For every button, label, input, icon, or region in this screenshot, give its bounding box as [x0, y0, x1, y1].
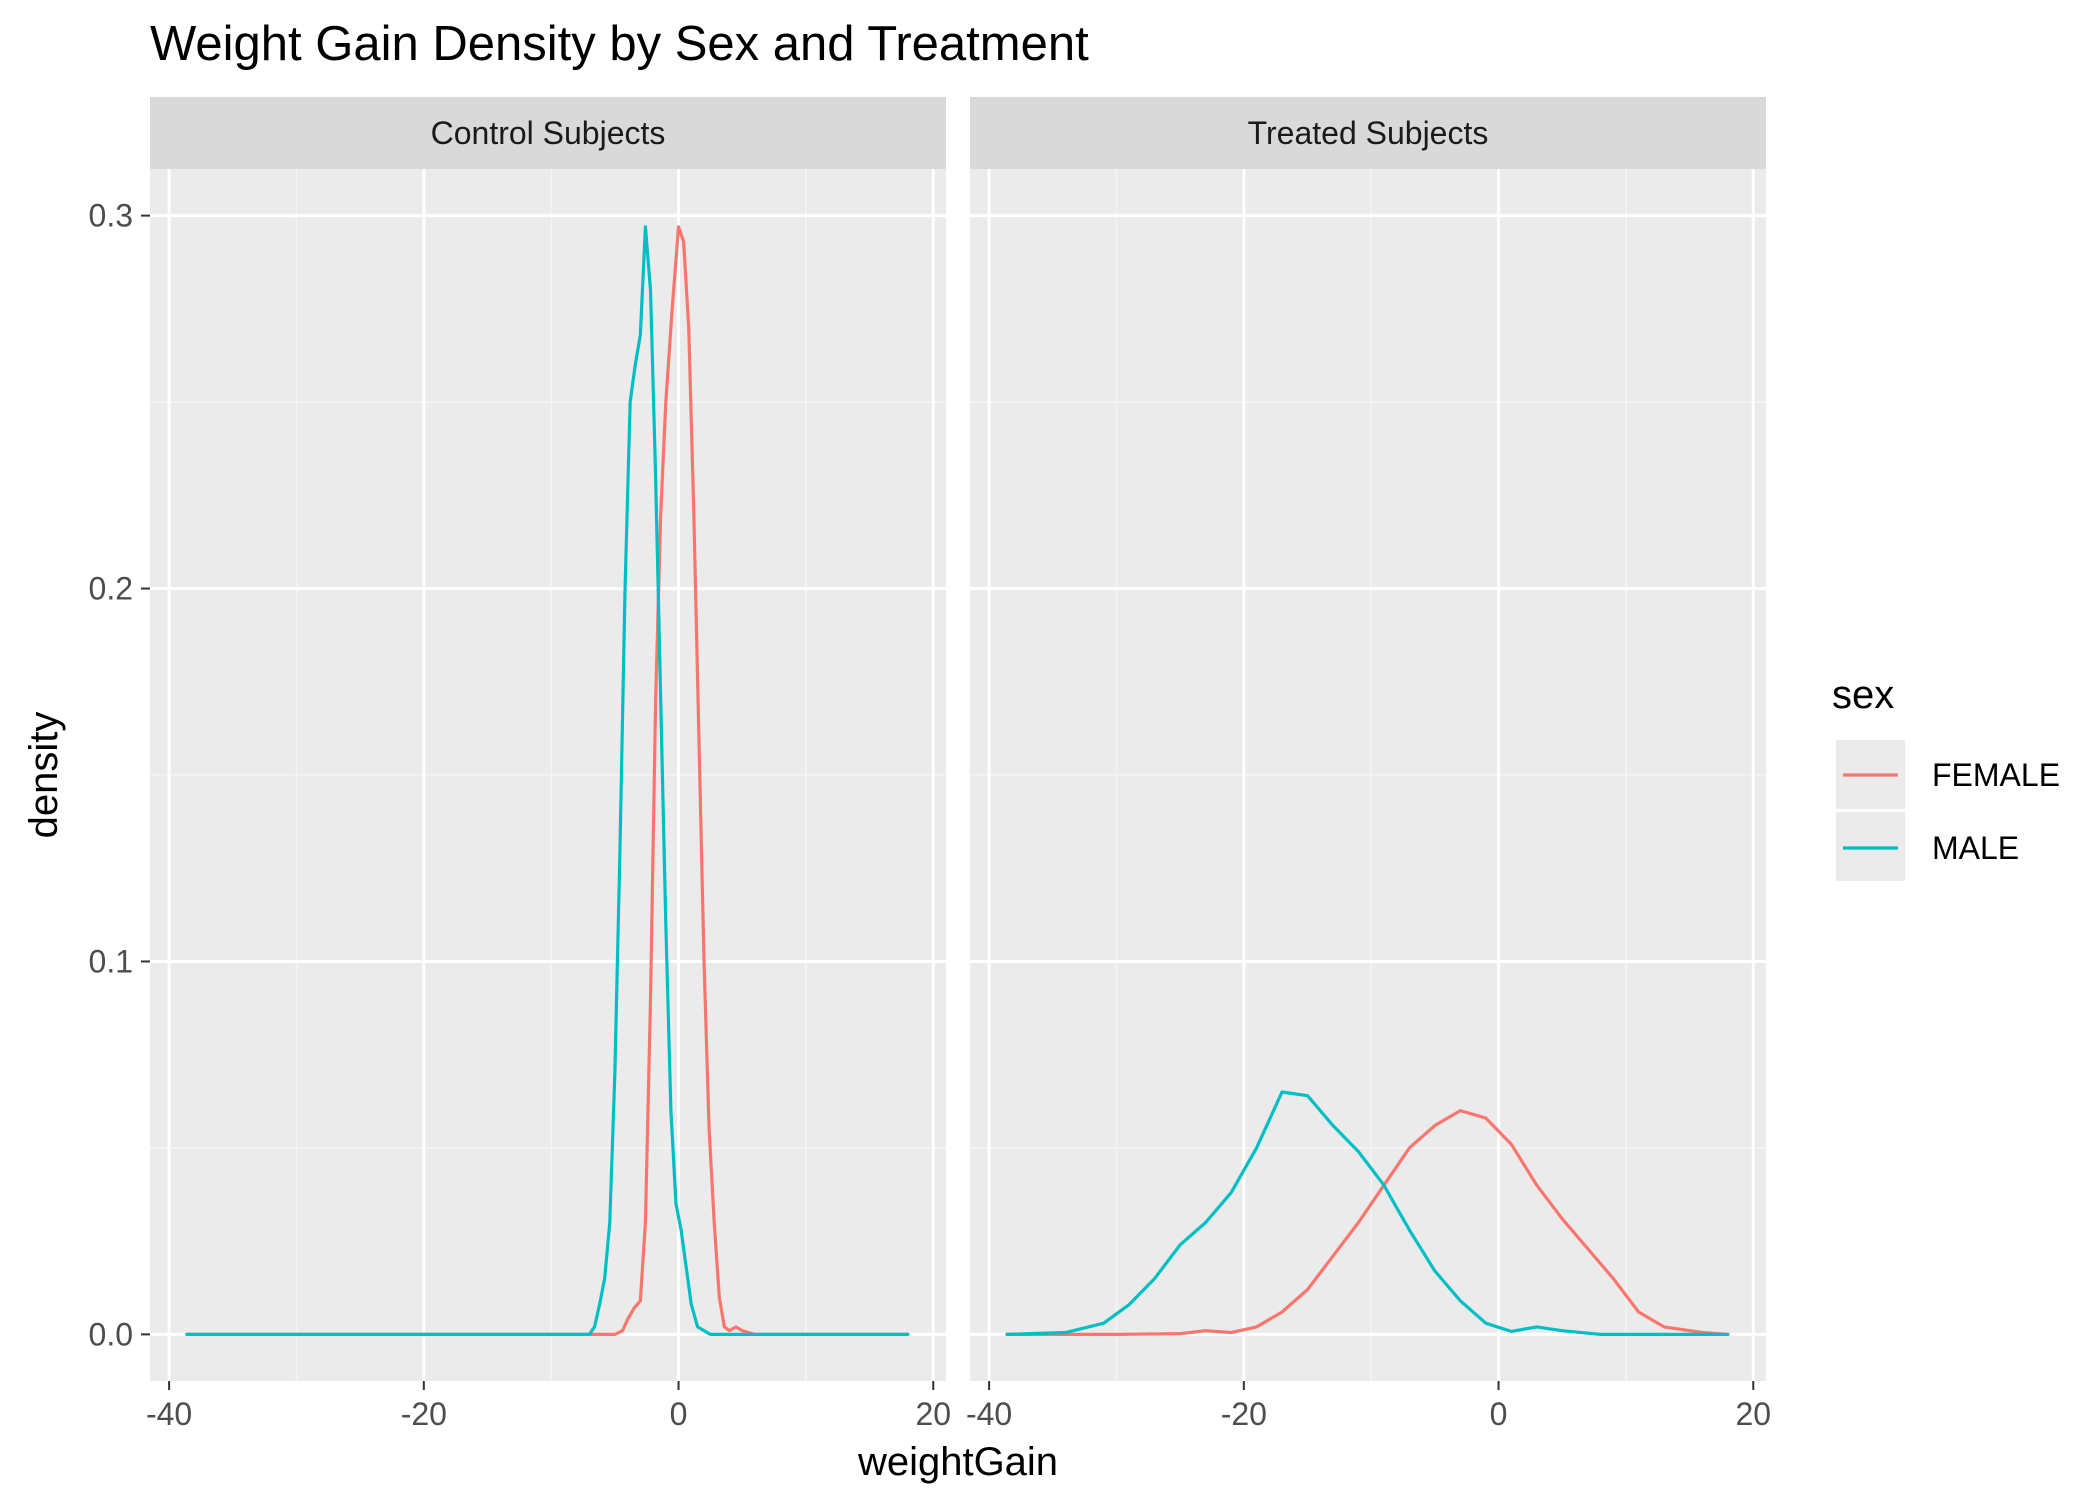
panel-treated: Treated Subjects -40 -20 0 20 — [966, 97, 1771, 1432]
y-tick-label: 0.1 — [89, 943, 133, 979]
x-tick-label: 0 — [1490, 1396, 1508, 1432]
y-axis-title: density — [22, 712, 66, 839]
y-tick-label: 0.0 — [89, 1316, 133, 1352]
x-tick-label: 0 — [670, 1396, 688, 1432]
legend-label-female: FEMALE — [1932, 757, 2060, 793]
chart-title: Weight Gain Density by Sex and Treatment — [150, 17, 1089, 71]
y-axis: 0.0 0.1 0.2 0.3 — [89, 198, 150, 1352]
grid-treated — [970, 169, 1766, 1381]
x-tick-label: -40 — [146, 1396, 192, 1432]
x-tick-label: -20 — [1221, 1396, 1267, 1432]
strip-label-treated: Treated Subjects — [1248, 115, 1489, 151]
strip-control — [150, 97, 946, 169]
x-tick-label: -40 — [966, 1396, 1012, 1432]
legend: sex FEMALE MALE — [1832, 673, 2060, 881]
density-line-female — [185, 225, 910, 1336]
grid-control — [150, 169, 946, 1381]
x-tick-label: 20 — [1735, 1396, 1771, 1432]
x-tick-label: 20 — [915, 1396, 951, 1432]
x-tick-label: -20 — [401, 1396, 447, 1432]
legend-label-male: MALE — [1932, 830, 2019, 866]
x-axis-treated: -40 -20 0 20 — [966, 1381, 1771, 1432]
strip-label-control: Control Subjects — [431, 115, 666, 151]
density-line-male — [185, 225, 910, 1336]
legend-title: sex — [1832, 673, 1894, 717]
x-axis-title: weightGain — [857, 1440, 1058, 1484]
y-tick-label: 0.3 — [89, 198, 133, 234]
series-control — [185, 225, 910, 1336]
series-treated — [1005, 1090, 1730, 1336]
strip-treated — [970, 97, 1766, 169]
x-axis-control: -40 -20 0 20 — [146, 1381, 951, 1432]
density-line-male — [1005, 1090, 1730, 1336]
y-tick-label: 0.2 — [89, 571, 133, 607]
panel-control: Control Subjects -40 -20 0 20 — [146, 97, 951, 1432]
density-line-female — [1005, 1109, 1730, 1336]
